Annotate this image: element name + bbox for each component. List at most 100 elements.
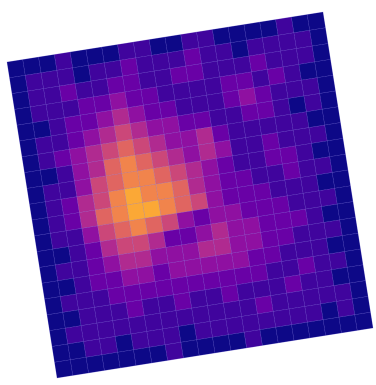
heat-cell (339, 217, 359, 236)
heat-cell (261, 132, 281, 152)
heat-cell (91, 288, 111, 308)
heat-cell (275, 16, 295, 36)
heat-cell (99, 336, 118, 356)
heat-cell (258, 116, 278, 136)
heat-cell (210, 221, 230, 241)
heat-cell (54, 262, 74, 282)
heat-cell (54, 359, 74, 379)
heat-cell (292, 127, 312, 147)
heat-cell (301, 77, 320, 97)
heat-cell (64, 114, 83, 134)
heat-cell (176, 210, 196, 230)
heat-cell (134, 152, 154, 172)
heat-cell (328, 251, 348, 271)
heat-cell (107, 286, 127, 306)
heat-cell (61, 99, 81, 118)
heat-cell (79, 112, 99, 132)
heat-cell (139, 183, 159, 203)
heat-cell (29, 201, 49, 221)
heat-cell (142, 199, 162, 219)
heat-cell (178, 323, 198, 343)
heat-cell (351, 296, 371, 315)
heat-cell (16, 122, 36, 142)
heat-cell (287, 95, 307, 115)
heat-cell (88, 62, 108, 82)
heat-cell (298, 61, 318, 81)
heat-cell (195, 126, 215, 146)
heat-cell (349, 280, 369, 300)
heat-cell (72, 65, 92, 84)
heat-cell (149, 247, 169, 267)
heat-cell (201, 60, 221, 80)
heat-cell (296, 45, 315, 65)
heat-cell (19, 138, 39, 158)
heat-cell (308, 124, 328, 144)
heat-cell (267, 66, 286, 86)
heat-cell (111, 107, 131, 127)
heat-cell (51, 343, 71, 363)
heat-cell (198, 142, 217, 162)
heat-cell (108, 91, 128, 111)
heat-cell (270, 292, 290, 312)
heat-cell (54, 51, 73, 71)
heat-cell (216, 155, 236, 175)
heat-cell (285, 79, 305, 99)
heat-cell (166, 147, 186, 167)
heat-cell (273, 211, 293, 231)
heat-cell (102, 254, 122, 274)
heat-cell (98, 125, 118, 145)
heat-cell (136, 265, 156, 285)
heat-cell (163, 228, 182, 248)
heat-cell (160, 213, 180, 232)
heat-cell (254, 295, 274, 315)
heat-cell (277, 129, 296, 149)
heat-cell (302, 287, 321, 307)
heat-cell (130, 331, 150, 351)
heat-cell (125, 299, 145, 319)
heat-cell (220, 284, 240, 304)
heat-cell (203, 76, 223, 96)
heat-cell (165, 244, 185, 264)
heat-cell (223, 203, 243, 222)
heat-cell (56, 67, 76, 87)
heat-cell (287, 192, 306, 212)
heat-cell (225, 316, 245, 336)
heat-cell (241, 313, 261, 333)
heat-cell (315, 269, 335, 289)
heat-cell (159, 310, 179, 330)
heat-cell (354, 311, 374, 331)
heat-cell (22, 56, 42, 76)
heat-cell (226, 218, 246, 238)
heat-cell (212, 334, 232, 354)
heat-cell (39, 264, 59, 284)
heat-cell (101, 351, 121, 371)
heat-cell (235, 71, 255, 91)
heat-cell (99, 238, 119, 258)
heat-cell (148, 36, 168, 56)
heat-cell (291, 321, 311, 341)
heat-cell (104, 270, 124, 290)
heat-cell (114, 333, 134, 353)
heat-cell (188, 289, 208, 309)
heat-cell (203, 173, 222, 193)
heat-cell (334, 185, 354, 205)
heat-cell (193, 110, 212, 130)
heat-cell (189, 192, 209, 212)
heat-cell (213, 237, 232, 256)
heat-cell (175, 307, 195, 327)
heat-cell (59, 83, 78, 103)
heat-cell (247, 247, 267, 267)
heat-cell (248, 53, 268, 73)
heat-cell (228, 234, 248, 254)
heat-cell (101, 44, 121, 64)
heat-cell (180, 339, 200, 359)
heat-cell (311, 140, 331, 160)
heat-cell (213, 139, 233, 159)
heat-cell (305, 206, 325, 226)
heat-cell (252, 182, 272, 202)
heat-cell (108, 188, 128, 208)
heat-cell (268, 179, 288, 199)
heat-cell (77, 96, 97, 116)
heat-cell (63, 212, 83, 232)
heat-cell (316, 74, 336, 94)
